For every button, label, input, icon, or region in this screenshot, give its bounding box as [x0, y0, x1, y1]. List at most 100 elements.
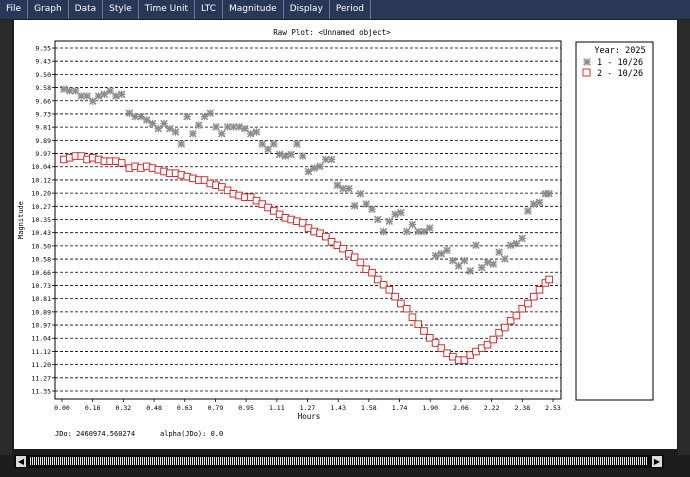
series-1-point	[171, 128, 180, 136]
legend-entry-2: 2 - 10/26	[597, 69, 643, 79]
series-2-point	[524, 299, 532, 308]
menu-file[interactable]: File	[0, 0, 29, 19]
series-1-point	[316, 162, 324, 171]
series-1-point	[368, 205, 376, 213]
series-1-point	[506, 241, 515, 249]
x-tick-label: 0.32	[116, 404, 132, 412]
y-tick-label: 11.35	[31, 388, 51, 396]
series-1-point	[545, 190, 553, 198]
series-2-point	[529, 292, 538, 301]
plot-title: Raw Plot: <Unnamed object>	[273, 28, 391, 37]
x-tick-label: 0.95	[238, 404, 254, 412]
series-1-point	[426, 224, 434, 232]
series-2-point	[402, 304, 411, 313]
menu-graph[interactable]: Graph	[28, 0, 69, 19]
y-tick-label: 9.50	[35, 71, 51, 79]
series-1-point	[106, 87, 114, 95]
series-2-point	[425, 334, 434, 342]
y-tick-label: 10.43	[31, 229, 51, 237]
scroll-left-arrow-icon[interactable]: ◀	[16, 456, 26, 467]
plot-window: Raw Plot: <Unnamed object> 9.35 9.43 9.50 9…	[14, 20, 677, 449]
series-1-point	[327, 155, 336, 164]
series-2-point	[339, 244, 347, 253]
legend: Year: 2025 1 - 10/26 2 - 10/26	[575, 41, 654, 401]
series-1-point	[420, 227, 428, 236]
series-1-point	[275, 150, 284, 159]
y-tick-label: 10.12	[31, 176, 51, 184]
series-1-point	[112, 92, 120, 100]
series-1-point	[489, 260, 498, 268]
series-2-point	[460, 356, 469, 364]
series-2-point	[321, 232, 330, 241]
series-1-point	[189, 129, 197, 138]
plot-frame	[54, 40, 562, 400]
series-2-point	[535, 286, 544, 294]
menu-ltc[interactable]: LTC	[195, 0, 224, 19]
left-panel-strip	[0, 20, 12, 455]
series-1-point	[431, 251, 440, 260]
series-2-point	[391, 292, 399, 301]
series-1-point	[94, 92, 103, 100]
series-1-point	[89, 97, 97, 105]
series-1-point	[117, 90, 126, 99]
series-1-point	[252, 128, 261, 136]
x-axis: 0.00 0.16 0.32 0.48 0.63 0.79 0.95 1.11 1.27 1.43…	[54, 399, 561, 412]
x-tick-label: 1.27	[300, 404, 316, 412]
x-tick-label: 1.43	[330, 404, 346, 412]
series-1-point	[397, 208, 405, 217]
menu-time-unit[interactable]: Time Unit	[139, 0, 195, 19]
y-tick-label: 10.58	[31, 256, 51, 264]
horizontal-scrollbar[interactable]: ◀ ▶	[14, 455, 664, 468]
series-2-point	[117, 159, 126, 167]
series-1-point	[460, 256, 469, 265]
y-tick-label: 10.20	[31, 190, 51, 198]
y-tick-label: 10.73	[31, 282, 51, 290]
x-tick-label: 2.38	[514, 404, 530, 412]
series-2-point	[408, 313, 417, 322]
legend-star-mark	[583, 58, 591, 66]
series-1-points	[60, 85, 553, 275]
y-tick-label: 11.27	[31, 374, 51, 382]
series-1-point	[379, 227, 388, 236]
legend-title: Year: 2025	[594, 46, 645, 56]
series-1-point	[287, 150, 295, 159]
series-1-point	[512, 239, 521, 248]
scroll-track[interactable]	[30, 457, 648, 465]
menu-style[interactable]: Style	[103, 0, 139, 19]
legend-frame	[575, 41, 654, 401]
scroll-right-arrow-icon[interactable]: ▶	[652, 456, 662, 467]
y-tick-label: 9.81	[35, 124, 51, 132]
series-2-points	[60, 152, 553, 364]
y-tick-label: 10.81	[31, 295, 51, 303]
series-2-point	[545, 275, 553, 284]
legend-square-icon	[582, 68, 591, 77]
series-1-point	[200, 112, 209, 121]
series-1-point	[322, 155, 330, 164]
legend-star-icon	[583, 58, 591, 66]
series-1-point	[454, 262, 463, 270]
series-1-point	[183, 112, 191, 121]
plot-canvas: Raw Plot: <Unnamed object> 9.359.439.509…	[17, 28, 654, 438]
series-1-point	[298, 152, 307, 160]
y-tick-label: 9.97	[35, 150, 51, 158]
x-tick-label: 1.74	[392, 404, 408, 412]
series-2-point	[350, 253, 359, 262]
series-2-point	[356, 258, 365, 267]
series-1-point	[148, 119, 157, 128]
series-1-point	[356, 190, 365, 198]
series-1-point	[501, 255, 509, 263]
series-1-point	[333, 181, 342, 189]
menu-data[interactable]: Data	[69, 0, 104, 19]
x-tick-label: 0.48	[146, 404, 162, 412]
x-tick-label: 0.16	[85, 404, 101, 412]
series-1-point	[402, 227, 411, 236]
series-1-point	[177, 140, 186, 148]
series-1-point	[154, 124, 163, 133]
series-1-point	[362, 200, 370, 208]
series-1-point	[83, 92, 91, 100]
series-1-point	[100, 90, 109, 99]
menu-display[interactable]: Display	[284, 0, 330, 19]
menu-magnitude[interactable]: Magnitude	[223, 0, 284, 19]
series-1-point	[137, 112, 145, 121]
menu-period[interactable]: Period	[330, 0, 371, 19]
